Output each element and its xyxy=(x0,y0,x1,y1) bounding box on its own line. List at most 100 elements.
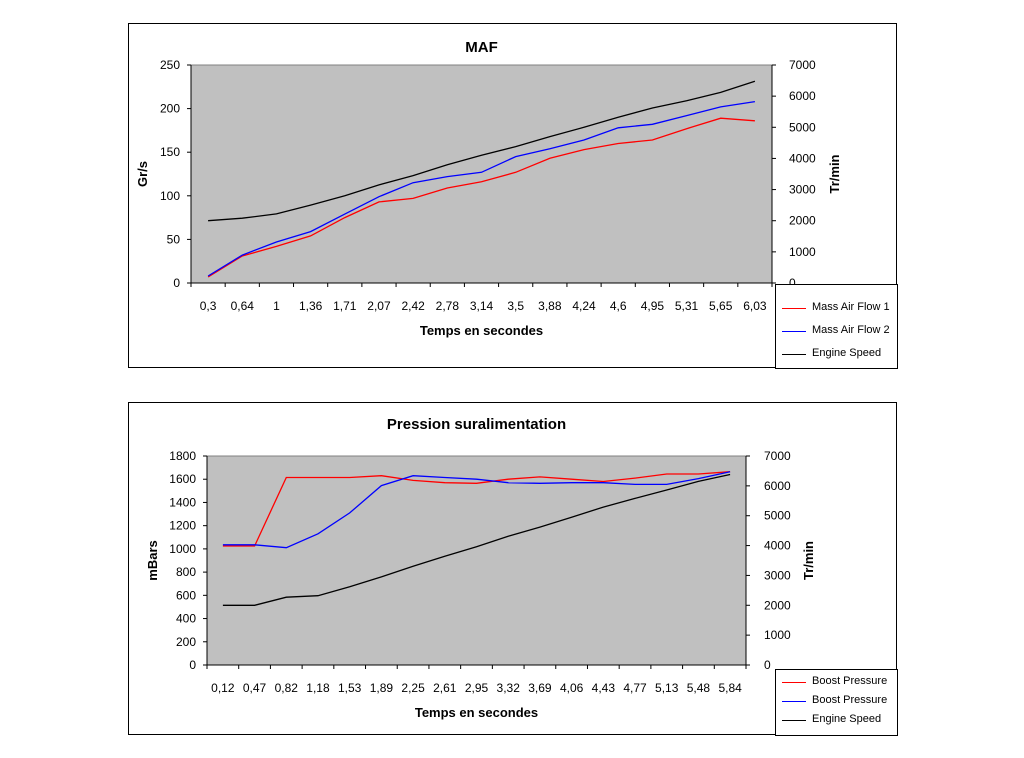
boost-y2-tick-label: 4000 xyxy=(764,539,791,553)
boost-y2-tick-label: 7000 xyxy=(764,449,791,463)
boost-chart-title: Pression suralimentation xyxy=(387,416,566,433)
maf-y-tick-label: 150 xyxy=(160,145,180,159)
boost-series-line-1 xyxy=(222,471,731,547)
boost-y2-tick-label: 6000 xyxy=(764,479,791,493)
maf-y-tick-label: 250 xyxy=(160,58,180,72)
boost-y2-tick-label: 0 xyxy=(764,658,771,672)
maf-legend-swatch xyxy=(782,354,806,355)
maf-x-tick-label: 1,36 xyxy=(299,299,323,313)
boost-y-tick-label: 800 xyxy=(176,565,196,579)
maf-legend-label: Mass Air Flow 2 xyxy=(812,324,890,336)
maf-y2-tick-label: 2000 xyxy=(789,214,816,228)
maf-x-tick-label: 6,03 xyxy=(743,299,767,313)
boost-plot-area xyxy=(206,455,747,666)
maf-legend-swatch xyxy=(782,331,806,332)
boost-x-axis-label: Temps en secondes xyxy=(415,705,538,720)
boost-pressure-chart-legend: Boost Pressure Boost Pressure Engine Speed xyxy=(775,669,898,736)
boost-x-tick-label: 4,43 xyxy=(592,681,616,695)
maf-y2-tick-label: 1000 xyxy=(789,245,816,259)
maf-legend-swatch xyxy=(782,308,806,309)
boost-y-tick-label: 400 xyxy=(176,612,196,626)
maf-y2-tick-label: 3000 xyxy=(789,183,816,197)
boost-y-tick-label: 200 xyxy=(176,635,196,649)
maf-x-tick-label: 5,65 xyxy=(709,299,733,313)
maf-y2-tick-label: 4000 xyxy=(789,151,816,165)
boost-y-axis-label: mBars xyxy=(145,540,160,580)
boost-y-tick-label: 600 xyxy=(176,588,196,602)
boost-legend-label: Boost Pressure xyxy=(812,675,888,687)
boost-x-tick-label: 1,89 xyxy=(370,681,394,695)
maf-x-tick-label: 3,88 xyxy=(538,299,562,313)
boost-pressure-chart-svg: Pression suralimentation 0 200 400 600 800 100… xyxy=(145,416,816,720)
maf-y2-tick-label: 7000 xyxy=(789,58,816,72)
maf-legend-item: Engine Speed xyxy=(776,345,897,365)
boost-series-line-2 xyxy=(222,471,731,549)
boost-legend-item: Boost Pressure xyxy=(776,692,897,712)
maf-chart-legend: Mass Air Flow 1 Mass Air Flow 2 Engine Spe… xyxy=(775,284,898,369)
maf-y-tick-label: 50 xyxy=(167,232,181,246)
maf-x-tick-label: 2,07 xyxy=(367,299,391,313)
boost-y2-tick-label: 5000 xyxy=(764,509,791,523)
maf-legend-label: Engine Speed xyxy=(812,347,882,359)
maf-x-tick-label: 2,78 xyxy=(436,299,460,313)
maf-y-tick-label: 0 xyxy=(173,276,180,290)
boost-x-tick-label: 1,18 xyxy=(306,681,330,695)
boost-x-tick-label: 5,48 xyxy=(687,681,711,695)
boost-y2-tick-label: 3000 xyxy=(764,568,791,582)
maf-y-tick-label: 100 xyxy=(160,189,180,203)
boost-legend-label: Boost Pressure xyxy=(812,694,888,706)
boost-legend-swatch xyxy=(782,682,806,683)
maf-x-tick-label: 4,24 xyxy=(572,299,596,313)
maf-chart-title: MAF xyxy=(465,39,498,56)
maf-x-axis-label: Temps en secondes xyxy=(420,323,543,338)
boost-legend-swatch xyxy=(782,701,806,702)
maf-y2-tick-label: 6000 xyxy=(789,89,816,103)
maf-series-line-3 xyxy=(208,80,756,222)
boost-series-line-3 xyxy=(222,473,731,606)
maf-x-tick-label: 1 xyxy=(273,299,280,313)
boost-x-tick-label: 2,95 xyxy=(465,681,489,695)
boost-legend-item: Engine Speed xyxy=(776,711,897,731)
maf-series-line-2 xyxy=(207,100,755,277)
maf-x-tick-label: 3,5 xyxy=(507,299,524,313)
maf-x-tick-label: 0,3 xyxy=(200,299,217,313)
boost-x-tick-label: 0,82 xyxy=(275,681,299,695)
boost-x-tick-label: 2,61 xyxy=(433,681,457,695)
maf-y2-tick-label: 5000 xyxy=(789,120,816,134)
boost-legend-item: Boost Pressure xyxy=(776,673,897,693)
maf-y2-tick-label: 0 xyxy=(789,276,796,290)
boost-legend-swatch xyxy=(782,720,806,721)
boost-x-tick-label: 3,69 xyxy=(528,681,552,695)
maf-y2-axis-label: Tr/min xyxy=(827,154,842,193)
boost-y-tick-label: 1200 xyxy=(169,519,196,533)
boost-y2-axis-label: Tr/min xyxy=(801,541,816,580)
boost-y-tick-label: 1600 xyxy=(169,472,196,486)
maf-y-tick-label: 200 xyxy=(160,102,180,116)
boost-y2-tick-label: 2000 xyxy=(764,598,791,612)
boost-pressure-chart: Pression suralimentation 0 200 400 600 800 100… xyxy=(128,402,898,736)
maf-x-tick-label: 1,71 xyxy=(333,299,357,313)
maf-x-tick-label: 2,42 xyxy=(401,299,425,313)
boost-y2-tick-label: 1000 xyxy=(764,628,791,642)
maf-legend-item: Mass Air Flow 2 xyxy=(776,322,897,342)
boost-x-tick-label: 4,77 xyxy=(623,681,647,695)
boost-y-tick-label: 1800 xyxy=(169,449,196,463)
boost-x-tick-label: 1,53 xyxy=(338,681,362,695)
boost-x-tick-label: 5,84 xyxy=(718,681,742,695)
boost-y-tick-label: 0 xyxy=(189,658,196,672)
maf-plot-area xyxy=(190,64,773,284)
maf-y-axis-label: Gr/s xyxy=(135,161,150,187)
boost-x-tick-label: 2,25 xyxy=(401,681,425,695)
boost-legend-label: Engine Speed xyxy=(812,713,882,725)
boost-y-tick-label: 1000 xyxy=(169,542,196,556)
maf-x-tick-label: 5,31 xyxy=(675,299,699,313)
maf-x-tick-label: 3,14 xyxy=(470,299,494,313)
maf-chart: MAF 0 50 100 150 200 250 0 1000 2000 3000 4000 5000 6… xyxy=(128,23,898,369)
maf-series-line-1 xyxy=(207,117,755,278)
boost-x-tick-label: 0,12 xyxy=(211,681,235,695)
boost-y-tick-label: 1400 xyxy=(169,495,196,509)
maf-x-tick-label: 0,64 xyxy=(231,299,255,313)
maf-legend-item: Mass Air Flow 1 xyxy=(776,299,897,319)
maf-x-tick-label: 4,95 xyxy=(641,299,665,313)
maf-x-tick-label: 4,6 xyxy=(610,299,627,313)
